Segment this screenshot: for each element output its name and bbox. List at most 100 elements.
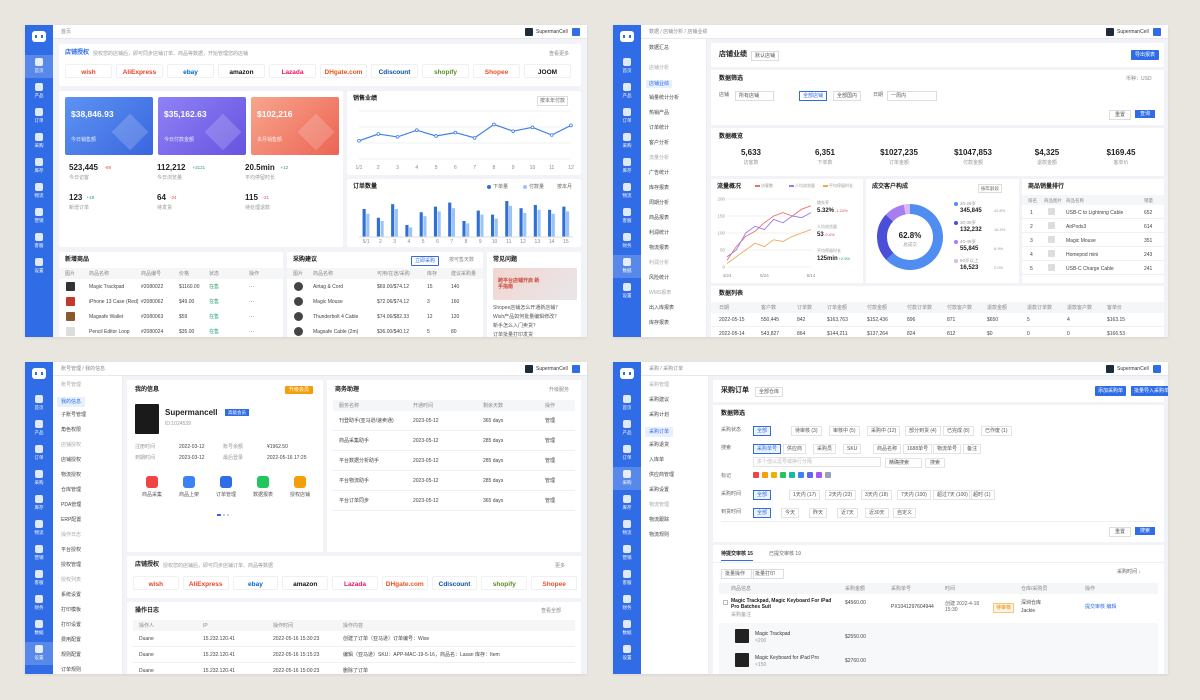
platform[interactable]: wish bbox=[65, 64, 112, 78]
nav-item[interactable]: 物流 bbox=[25, 180, 53, 203]
sub-nav-item[interactable]: 客户分析 bbox=[649, 140, 670, 146]
filter[interactable]: 按可售天数 bbox=[449, 257, 475, 263]
nav-item[interactable]: 客服 bbox=[613, 567, 641, 590]
platform[interactable]: shopify bbox=[481, 576, 528, 590]
platform[interactable]: Shopee bbox=[473, 64, 520, 78]
shortcut[interactable]: 商品上架 bbox=[172, 476, 206, 506]
sub-nav-item[interactable]: 我的信息 bbox=[57, 397, 86, 407]
link[interactable]: 查看更多 bbox=[549, 51, 570, 57]
sub-nav-item[interactable]: 打印模板 bbox=[61, 607, 82, 613]
button[interactable]: 重置 bbox=[1109, 110, 1132, 120]
button[interactable]: 重置 bbox=[1109, 527, 1132, 537]
sub-nav-item[interactable]: 仓库管理 bbox=[61, 487, 82, 493]
nav-item[interactable]: 首页 bbox=[613, 392, 641, 415]
nav-item[interactable]: 首页 bbox=[613, 55, 641, 78]
sub-nav-item[interactable]: 订单规则 bbox=[61, 667, 82, 673]
store-select[interactable]: 默认店铺 bbox=[751, 51, 780, 61]
filter-chip[interactable]: 近7天 bbox=[837, 508, 858, 518]
nav-item[interactable]: 采购 bbox=[25, 467, 53, 490]
nav-item[interactable]: 设置 bbox=[613, 642, 641, 665]
filter-chip[interactable]: 物流单号 bbox=[933, 444, 962, 454]
platform[interactable]: DHgate.com bbox=[320, 64, 367, 78]
nav-item[interactable]: 物流 bbox=[25, 517, 53, 540]
select[interactable]: 一周内 bbox=[887, 91, 938, 101]
shortcut[interactable]: 授权店铺 bbox=[283, 476, 317, 506]
sub-nav-item[interactable]: 利润统计 bbox=[649, 230, 670, 236]
sub-nav-item[interactable]: 规则配置 bbox=[61, 652, 82, 658]
flag-chip[interactable] bbox=[753, 472, 759, 478]
filter-chip[interactable]: 已作废 (1) bbox=[981, 426, 1012, 436]
sub-nav-item[interactable]: 采购建议 bbox=[649, 397, 670, 403]
flag-chip[interactable] bbox=[771, 472, 777, 478]
nav-item[interactable]: 物流 bbox=[613, 517, 641, 540]
nav-item[interactable]: 首页 bbox=[25, 55, 53, 78]
apps-icon[interactable] bbox=[572, 28, 580, 36]
sub-nav-item[interactable]: 供应商管理 bbox=[649, 472, 675, 478]
sub-nav-item[interactable]: ERP配置 bbox=[61, 517, 82, 523]
faq-item[interactable]: 订单批量打印发货 bbox=[493, 332, 534, 337]
platform[interactable]: Cdiscount bbox=[431, 576, 478, 590]
sub-nav-item[interactable]: 出入库报表 bbox=[649, 305, 675, 311]
nav-item[interactable]: 库存 bbox=[25, 492, 53, 515]
sub-nav-item[interactable]: 热销产品 bbox=[649, 110, 670, 116]
flag-chip[interactable] bbox=[780, 472, 786, 478]
nav-item[interactable]: 设置 bbox=[25, 642, 53, 665]
select[interactable]: 批量操作 bbox=[721, 569, 755, 579]
sub-nav-item[interactable]: 店铺业绩 bbox=[646, 80, 673, 88]
filter-chip[interactable]: 审核中 (5) bbox=[829, 426, 860, 436]
nav-item[interactable]: 订单 bbox=[613, 442, 641, 465]
faq-banner[interactable]: 跨平台店铺开启 新手指南 bbox=[493, 268, 577, 300]
platform[interactable]: amazon bbox=[218, 64, 265, 78]
sub-nav-item[interactable]: 子账号管理 bbox=[61, 412, 87, 418]
flag-chip[interactable] bbox=[807, 472, 813, 478]
nav-item[interactable]: 数据 bbox=[613, 255, 641, 278]
platform[interactable]: ebay bbox=[167, 64, 214, 78]
sub-nav-item[interactable]: 数据汇总 bbox=[649, 45, 670, 51]
filter-chip[interactable]: 3天内 (18) bbox=[861, 490, 893, 500]
link[interactable]: 查看全部 bbox=[541, 608, 562, 614]
chart-filter[interactable]: 按本年付款 bbox=[537, 96, 569, 106]
button[interactable]: 导出报表 bbox=[1131, 50, 1160, 60]
nav-item[interactable]: 库存 bbox=[25, 155, 53, 178]
user-name[interactable]: SupermanCell bbox=[1117, 366, 1149, 372]
button[interactable]: 立即采购 bbox=[411, 256, 440, 266]
user-name[interactable]: SupermanCell bbox=[1117, 29, 1149, 35]
flag-chip[interactable] bbox=[789, 472, 795, 478]
sub-nav-item[interactable]: 角色权限 bbox=[61, 427, 82, 433]
flag-chip[interactable] bbox=[798, 472, 804, 478]
faq-item[interactable]: Wish产品如何批量编辑修改？ bbox=[493, 314, 560, 320]
tab[interactable]: 已提交审核 19 bbox=[769, 551, 801, 557]
sub-nav-item[interactable]: 物流跟踪 bbox=[649, 517, 670, 523]
filter-chip[interactable]: 自定义 bbox=[893, 508, 917, 518]
apps-icon[interactable] bbox=[1153, 28, 1161, 36]
nav-item[interactable]: 采购 bbox=[613, 467, 641, 490]
chart-filter[interactable]: 按本月 bbox=[557, 184, 573, 190]
filter-chip[interactable]: 1688单号 bbox=[903, 444, 933, 454]
sub-nav-item[interactable]: 费用配置 bbox=[61, 637, 82, 643]
filter-chip[interactable]: 待审核 (3) bbox=[791, 426, 822, 436]
tab[interactable]: 全部店铺 bbox=[799, 91, 828, 101]
checkbox[interactable] bbox=[723, 600, 728, 605]
nav-item[interactable]: 库存 bbox=[613, 155, 641, 178]
nav-item[interactable]: 数据 bbox=[25, 617, 53, 640]
sub-nav-item[interactable]: 平台授权 bbox=[61, 547, 82, 553]
link[interactable]: 升级服务 bbox=[549, 387, 570, 393]
link[interactable]: 提交审核 编辑 bbox=[1085, 604, 1117, 610]
nav-item[interactable]: 财务 bbox=[613, 592, 641, 615]
filter-chip[interactable]: 部分到货 (4) bbox=[905, 426, 941, 436]
user-name[interactable]: SupermanCell bbox=[536, 366, 568, 372]
filter-chip[interactable]: 2天内 (23) bbox=[825, 490, 857, 500]
nav-item[interactable]: 库存 bbox=[613, 492, 641, 515]
sub-nav-item[interactable]: 物流授权 bbox=[61, 472, 82, 478]
faq-item[interactable]: 新手怎么入门卖货？ bbox=[493, 323, 539, 329]
nav-item[interactable]: 产品 bbox=[613, 417, 641, 440]
sub-nav-item[interactable]: 库存报表 bbox=[649, 185, 670, 191]
nav-item[interactable]: 客服 bbox=[25, 567, 53, 590]
button[interactable]: 批量导入采购单 bbox=[1131, 386, 1168, 396]
sub-nav-item[interactable]: 广告统计 bbox=[649, 170, 670, 176]
filter-chip[interactable]: 今天 bbox=[781, 508, 800, 518]
platform[interactable]: JOOM bbox=[524, 64, 571, 78]
filter-chip[interactable]: 采购员 bbox=[813, 444, 837, 454]
nav-item[interactable]: 产品 bbox=[613, 80, 641, 103]
nav-item[interactable]: 订单 bbox=[25, 442, 53, 465]
